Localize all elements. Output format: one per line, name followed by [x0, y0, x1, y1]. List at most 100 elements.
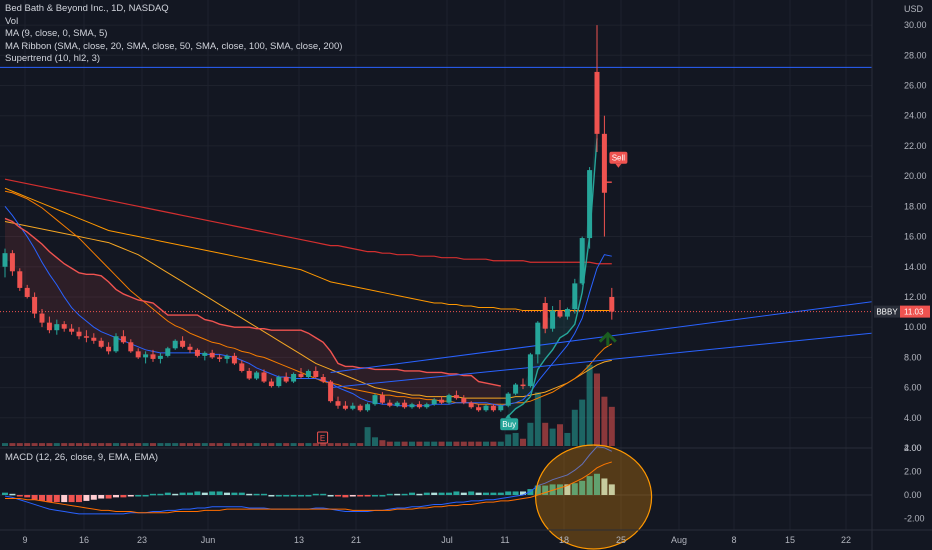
candle-body — [313, 370, 319, 378]
volume-bar — [283, 443, 290, 446]
candle — [328, 380, 334, 403]
macd-histogram-bar — [201, 492, 208, 495]
candle-body — [17, 271, 23, 288]
volume-bar — [164, 443, 171, 446]
volume-bar — [172, 443, 179, 446]
macd-histogram-bar — [342, 495, 349, 498]
candle-body — [143, 354, 149, 358]
volume-bar — [438, 441, 445, 446]
volume-bar — [549, 428, 556, 446]
candle — [535, 321, 541, 364]
candle-body — [431, 399, 437, 405]
macd-histogram-bar — [268, 495, 275, 497]
volume-bar — [9, 443, 16, 446]
macd-histogram-bar — [283, 495, 290, 497]
candle-body — [394, 402, 400, 406]
macd-histogram-bar — [601, 478, 608, 495]
candle-body — [320, 377, 326, 382]
macd-histogram-bar — [2, 492, 8, 495]
candle-body — [150, 354, 156, 359]
candle-body — [409, 404, 415, 408]
legend-volume: Vol — [5, 15, 19, 27]
candle — [46, 316, 52, 334]
macd-histogram-bar — [483, 492, 489, 495]
volume-bar — [364, 427, 371, 446]
volume-bar — [261, 443, 267, 446]
x-tick-label: 23 — [137, 535, 147, 545]
candle-body — [194, 349, 200, 356]
candle — [387, 399, 393, 408]
macd-histogram-bar — [16, 495, 23, 497]
candle — [268, 378, 274, 388]
candle-body — [106, 346, 112, 352]
chart-legend: Bed Bath & Beyond Inc., 1D, NASDAQ Vol M… — [5, 3, 342, 66]
ma100-line — [4, 187, 612, 312]
x-tick-label: Jun — [201, 535, 216, 545]
macd-histogram-bar — [608, 484, 615, 495]
macd-histogram-bar — [312, 493, 319, 496]
candle-body — [453, 395, 459, 399]
volume-bar — [105, 443, 112, 446]
candle-body — [446, 395, 452, 403]
volume-bar — [327, 443, 334, 446]
macd-histogram-bar — [586, 476, 593, 495]
candle — [180, 336, 186, 349]
volume-bar — [231, 443, 238, 446]
candle-body — [387, 402, 393, 406]
volume-bar — [579, 399, 586, 446]
macd-histogram-bar — [520, 491, 526, 495]
candle-body — [461, 398, 467, 403]
candle-body — [490, 405, 496, 411]
volume-bar — [90, 443, 97, 446]
macd-histogram-bar — [253, 493, 260, 496]
macd-histogram-bar — [542, 485, 549, 495]
macd-histogram-bar — [105, 495, 112, 499]
candle — [439, 396, 445, 405]
macd-histogram-bar — [76, 495, 82, 503]
candle — [305, 369, 311, 379]
sell-badge — [609, 151, 628, 164]
candle — [483, 404, 489, 412]
y-tick-label: 30.00 — [904, 20, 927, 30]
candle — [461, 395, 467, 405]
volume-bar — [39, 443, 45, 446]
candle — [564, 307, 570, 320]
trend-line-upper — [330, 293, 932, 373]
candle — [239, 360, 245, 373]
candles — [2, 25, 615, 412]
volume-bar — [542, 422, 549, 446]
macd-histogram-bar — [409, 492, 415, 495]
candle-body — [276, 377, 282, 387]
candle — [357, 404, 363, 412]
volume-bar — [431, 441, 438, 446]
candle — [394, 401, 400, 408]
macd-histogram-bar — [68, 495, 75, 503]
macd-histogram-bar — [90, 495, 97, 500]
candle-body — [601, 133, 607, 193]
macd-histogram-bar — [261, 493, 267, 496]
candle — [594, 25, 600, 152]
volume-bar — [209, 443, 216, 446]
x-tick-label: 13 — [294, 535, 304, 545]
volume-bar — [238, 443, 245, 446]
macd-histogram-bar — [209, 491, 216, 495]
volume-bar — [372, 437, 378, 446]
candle — [431, 398, 437, 406]
candle — [135, 348, 141, 359]
candle — [283, 372, 289, 384]
candle — [402, 399, 408, 409]
volume-bar — [76, 443, 82, 446]
candle — [9, 250, 15, 276]
candle-body — [283, 377, 289, 382]
candle — [209, 349, 215, 359]
macd-histogram-bar — [127, 495, 134, 497]
candle — [291, 372, 297, 384]
candle-body — [357, 405, 363, 411]
macd-tick-label: 4.00 — [904, 443, 922, 453]
y-tick-label: 6.00 — [904, 383, 922, 393]
supertrend-down-area — [5, 218, 501, 409]
macd-histogram-bar — [24, 495, 31, 498]
volume-bar — [142, 443, 149, 446]
candle-body — [91, 337, 97, 341]
